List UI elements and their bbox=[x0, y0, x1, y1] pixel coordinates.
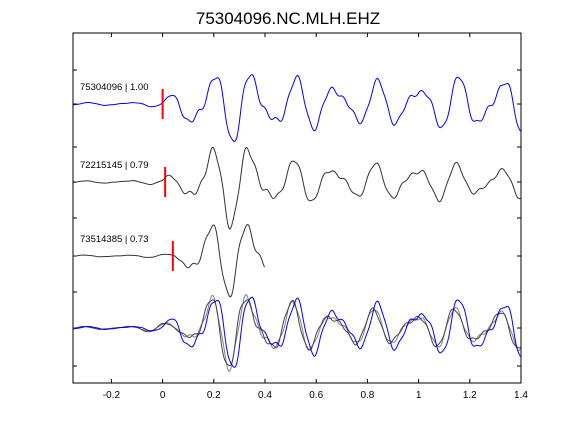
trace-72215145 bbox=[72, 146, 521, 230]
trace-label-73514385: 73514385 | 0.73 bbox=[80, 234, 149, 245]
plot-frame bbox=[72, 32, 522, 384]
x-tick-label-6: 1 bbox=[416, 390, 422, 401]
trace-75304096 bbox=[72, 74, 521, 142]
overlay-trace-72215145 bbox=[72, 293, 521, 372]
x-tick-label-5: 0.8 bbox=[360, 390, 374, 401]
x-tick-labels: -0.2 0 0.2 0.4 0.6 0.8 1 1.2 1.4 bbox=[103, 390, 529, 401]
chart-title: 75304096.NC.MLH.EHZ bbox=[196, 9, 380, 28]
x-tick-label-2: 0.2 bbox=[207, 390, 221, 401]
axis-ticks bbox=[73, 33, 522, 383]
trace-label-layer: 75304096 | 1.00 72215145 | 0.79 73514385 |… bbox=[80, 82, 149, 245]
x-tick-label-4: 0.6 bbox=[309, 390, 323, 401]
x-tick-label-3: 0.4 bbox=[258, 390, 272, 401]
x-tick-label-0: -0.2 bbox=[103, 390, 121, 401]
overlay-trace-73514385 bbox=[72, 299, 521, 367]
trace-73514385 bbox=[72, 224, 265, 298]
x-tick-label-8: 1.4 bbox=[514, 390, 528, 401]
overlay-trace-75304096 bbox=[72, 296, 521, 368]
trace-layer bbox=[72, 74, 521, 372]
x-tick-label-7: 1.2 bbox=[463, 390, 477, 401]
trace-label-72215145: 72215145 | 0.79 bbox=[80, 160, 149, 171]
pick-layer bbox=[161, 89, 174, 271]
x-tick-label-1: 0 bbox=[160, 390, 166, 401]
trace-label-75304096: 75304096 | 1.00 bbox=[80, 82, 149, 93]
